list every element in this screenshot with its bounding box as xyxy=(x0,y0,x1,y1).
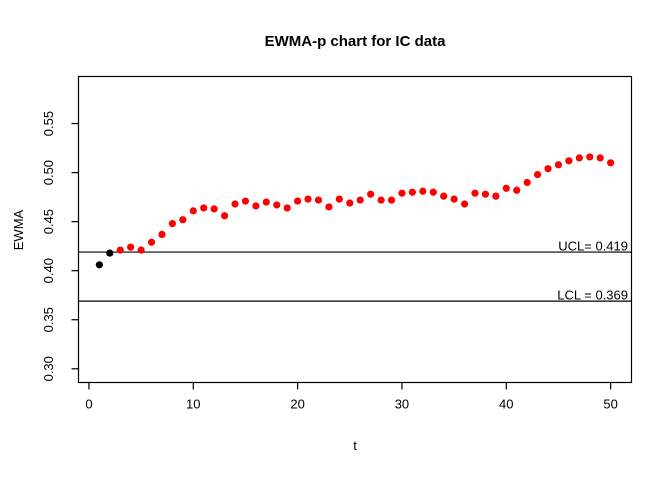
data-point xyxy=(294,197,302,205)
data-point xyxy=(283,204,291,212)
data-point xyxy=(408,188,416,196)
data-point xyxy=(481,190,490,198)
x-tick-label: 50 xyxy=(603,397,617,412)
data-point xyxy=(398,189,406,197)
data-point xyxy=(419,187,427,195)
data-point xyxy=(210,205,218,213)
data-point xyxy=(137,246,145,254)
data-point xyxy=(596,154,604,162)
chart-title: EWMA-p chart for IC data xyxy=(265,33,446,50)
data-point xyxy=(440,192,448,200)
ucl-label: UCL= 0.419 xyxy=(558,239,628,254)
data-point xyxy=(544,165,552,173)
data-point xyxy=(220,212,229,220)
data-point xyxy=(200,204,208,212)
data-point xyxy=(471,189,479,197)
data-point xyxy=(513,186,521,194)
data-point xyxy=(429,188,437,196)
y-axis-title: EWMA xyxy=(11,209,26,250)
data-point xyxy=(586,153,594,161)
plot-box xyxy=(77,75,633,384)
y-tick-label: 0.30 xyxy=(41,356,56,381)
data-point xyxy=(95,261,103,269)
data-point xyxy=(533,170,542,179)
chart-generated-content: 0 10 20 30 40 50 0.30 0.35 0.40 0.45 0.50 0.55 UCL= … xyxy=(41,111,632,412)
data-point xyxy=(304,195,312,203)
data-point xyxy=(450,195,458,203)
y-tick-label: 0.35 xyxy=(41,307,56,332)
data-point xyxy=(325,203,333,211)
data-point xyxy=(314,196,323,204)
x-tick-label: 30 xyxy=(395,397,409,412)
data-point xyxy=(262,198,270,206)
data-point xyxy=(377,196,385,204)
data-point xyxy=(575,154,583,162)
data-point xyxy=(106,249,114,257)
x-tick-label: 0 xyxy=(85,397,92,412)
data-point xyxy=(460,200,469,208)
x-axis-title: t xyxy=(353,438,357,453)
data-point xyxy=(607,159,615,167)
data-point xyxy=(252,202,260,210)
data-point xyxy=(523,178,531,187)
data-point xyxy=(231,200,239,208)
data-point xyxy=(168,220,177,228)
y-tick-label: 0.50 xyxy=(41,160,56,185)
data-point xyxy=(356,196,364,204)
x-tick-label: 40 xyxy=(499,397,513,412)
data-point xyxy=(241,197,250,205)
data-point xyxy=(367,190,375,198)
data-point xyxy=(127,243,135,251)
data-point xyxy=(502,184,510,192)
data-point xyxy=(565,157,573,165)
data-point xyxy=(346,199,354,207)
y-tick-label: 0.45 xyxy=(41,209,56,234)
data-point xyxy=(147,238,156,246)
data-point xyxy=(387,196,396,204)
y-tick-label: 0.40 xyxy=(41,258,56,283)
data-point xyxy=(335,195,343,203)
y-tick-label: 0.55 xyxy=(41,111,56,136)
data-point xyxy=(273,201,281,209)
data-point xyxy=(158,230,166,239)
data-point xyxy=(189,207,197,215)
data-point xyxy=(179,216,187,224)
x-tick-label: 10 xyxy=(186,397,200,412)
lcl-label: LCL = 0.369 xyxy=(557,288,628,303)
x-tick-label: 20 xyxy=(290,397,304,412)
data-point xyxy=(492,192,500,200)
data-point xyxy=(554,161,563,169)
data-point xyxy=(116,246,124,254)
